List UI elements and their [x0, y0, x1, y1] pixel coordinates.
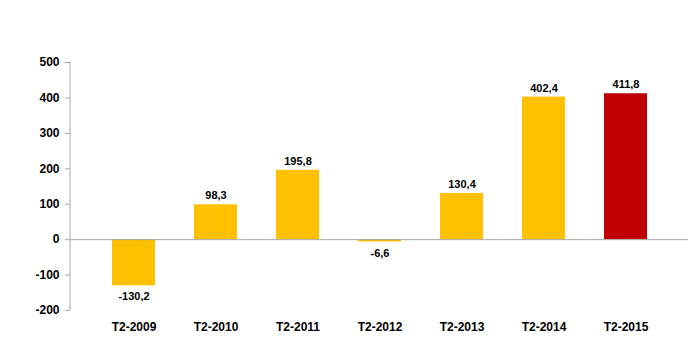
svg-text:T2-2009: T2-2009: [112, 320, 157, 334]
svg-text:T2-2010: T2-2010: [194, 320, 239, 334]
svg-text:T2-2013: T2-2013: [440, 320, 485, 334]
svg-text:0: 0: [53, 232, 60, 246]
svg-text:195,8: 195,8: [284, 155, 312, 167]
svg-text:500: 500: [39, 55, 59, 69]
svg-text:T2-2015: T2-2015: [604, 320, 649, 334]
svg-text:300: 300: [39, 126, 59, 140]
svg-text:-6,6: -6,6: [371, 247, 390, 259]
svg-text:T2-2011: T2-2011: [276, 320, 320, 334]
svg-text:402,4: 402,4: [530, 82, 558, 94]
svg-text:100: 100: [39, 197, 59, 211]
svg-text:-130,2: -130,2: [118, 290, 149, 302]
svg-text:130,4: 130,4: [448, 178, 476, 190]
svg-text:200: 200: [39, 162, 59, 176]
svg-text:T2-2014: T2-2014: [522, 320, 567, 334]
svg-text:400: 400: [39, 91, 59, 105]
svg-text:T2-2012: T2-2012: [358, 320, 403, 334]
svg-text:411,8: 411,8: [613, 78, 640, 90]
svg-text:-200: -200: [35, 303, 59, 317]
svg-text:98,3: 98,3: [205, 189, 226, 201]
svg-text:-100: -100: [35, 268, 59, 282]
